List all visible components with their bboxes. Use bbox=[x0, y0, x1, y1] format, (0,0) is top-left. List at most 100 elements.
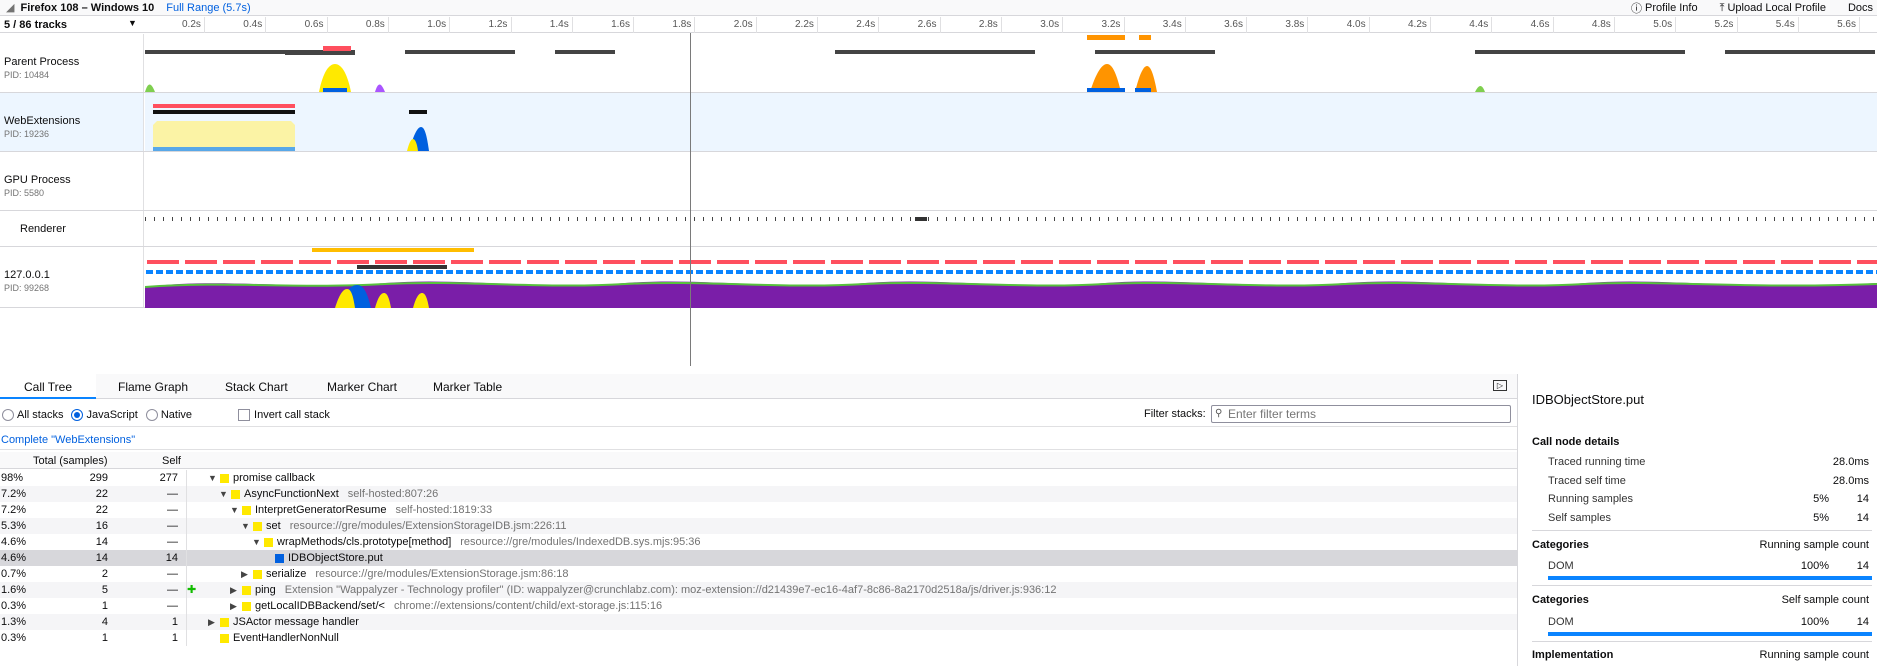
tick-label: 2.6s bbox=[917, 19, 937, 30]
track-label[interactable]: GPU Process PID: 5580 bbox=[0, 152, 144, 210]
activity-graph[interactable] bbox=[145, 93, 1877, 151]
collapsed-twisty-icon[interactable]: ▶ bbox=[230, 601, 237, 611]
function-cell[interactable]: ▼ promise callback bbox=[208, 470, 315, 486]
collapsed-twisty-icon[interactable]: ▶ bbox=[230, 585, 237, 595]
column-divider bbox=[186, 486, 187, 502]
call-tree[interactable]: 98% 299 277 ▼ promise callback 7.2% 22 — ▼ AsyncF… bbox=[0, 470, 1517, 646]
running-samples-value: 14 bbox=[1856, 493, 1869, 505]
radio-native[interactable]: Native bbox=[145, 408, 192, 421]
tab-marker-chart[interactable]: Marker Chart bbox=[327, 380, 398, 394]
tab-call-tree[interactable]: Call Tree bbox=[0, 374, 97, 399]
function-cell[interactable]: ▶ ping Extension "Wappalyzer - Technology … bbox=[230, 582, 1056, 598]
function-name: serialize bbox=[266, 568, 307, 580]
track-label[interactable]: 127.0.0.1 PID: 99268 bbox=[0, 247, 144, 307]
tree-row[interactable]: 7.2% 22 — ▼ AsyncFunctionNext self-hosted:807… bbox=[0, 486, 1517, 502]
upload-button[interactable]: ⤒ Upload Local Profile bbox=[1719, 1, 1826, 15]
sidebar-toggle-icon[interactable]: ▷ bbox=[1493, 380, 1507, 391]
tree-row[interactable]: 7.2% 22 — ▼ InterpretGeneratorResume self-hos… bbox=[0, 502, 1517, 518]
collapsed-twisty-icon[interactable]: ▶ bbox=[208, 617, 215, 627]
profile-name[interactable]: Firefox 108 – Windows 10 bbox=[20, 1, 155, 14]
activity-graph[interactable] bbox=[145, 34, 1877, 92]
tick-line bbox=[1736, 17, 1738, 33]
invert-call-stack-checkbox[interactable]: Invert call stack bbox=[238, 408, 330, 421]
activity-graph[interactable] bbox=[145, 211, 1877, 247]
tab-marker-table[interactable]: Marker Table bbox=[433, 380, 503, 394]
timeline-ruler: 5 / 86 tracks ▼ 0.2s 0.4s 0.6s 0.8s 1.0s 1.2s… bbox=[0, 17, 1877, 33]
function-cell[interactable]: ▶ JSActor message handler bbox=[208, 614, 359, 630]
function-cell[interactable]: ▶ getLocalIDBBackend/set/< chrome://extens… bbox=[230, 598, 662, 614]
tree-row[interactable]: 98% 299 277 ▼ promise callback bbox=[0, 470, 1517, 486]
tab-flame-graph[interactable]: Flame Graph bbox=[118, 380, 189, 394]
category-swatch bbox=[242, 585, 251, 595]
track-webextensions[interactable]: WebExtensions PID: 19236 bbox=[0, 93, 1877, 152]
tab-stack-chart[interactable]: Stack Chart bbox=[225, 380, 288, 394]
tree-row[interactable]: 4.6% 14 14 IDBObjectStore.put bbox=[0, 550, 1517, 566]
tree-row[interactable]: 1.6% 5 — ✚ ▶ ping Extension "Wappalyzer - Tech… bbox=[0, 582, 1517, 598]
track-label[interactable]: WebExtensions PID: 19236 bbox=[0, 93, 144, 151]
function-cell[interactable]: ▼ set resource://gre/modules/ExtensionStor… bbox=[241, 518, 566, 534]
breadcrumb[interactable]: Complete "WebExtensions" bbox=[0, 430, 1517, 450]
collapsed-twisty-icon[interactable]: ▶ bbox=[241, 569, 248, 579]
track-name: WebExtensions bbox=[4, 115, 81, 127]
tree-header: Total (samples) Self bbox=[0, 452, 1517, 469]
track-label[interactable]: Parent Process PID: 10484 bbox=[0, 34, 144, 92]
search-icon: ⚲ bbox=[1215, 408, 1223, 419]
column-divider bbox=[186, 534, 187, 550]
tree-row[interactable]: 0.3% 1 1 EventHandlerNonNull bbox=[0, 630, 1517, 646]
tree-row[interactable]: 1.3% 4 1 ▶ JSActor message handler bbox=[0, 614, 1517, 630]
tree-row[interactable]: 4.6% 14 — ▼ wrapMethods/cls.prototype[method… bbox=[0, 534, 1517, 550]
menu-icon[interactable]: ◢ bbox=[6, 2, 15, 14]
category-swatch bbox=[220, 617, 229, 627]
radio-circle[interactable] bbox=[145, 408, 158, 421]
total-percent: 0.3% bbox=[1, 632, 27, 644]
track-renderer[interactable]: Renderer bbox=[0, 211, 1877, 247]
expanded-twisty-icon[interactable]: ▼ bbox=[252, 537, 261, 547]
activity-graph[interactable] bbox=[145, 152, 1877, 210]
total-percent: 0.7% bbox=[1, 568, 27, 580]
track-gpu-process[interactable]: GPU Process PID: 5580 bbox=[0, 152, 1877, 211]
radio-javascript[interactable]: JavaScript bbox=[71, 408, 138, 421]
track-parent-process[interactable]: Parent Process PID: 10484 bbox=[0, 34, 1877, 93]
track-localhost[interactable]: 127.0.0.1 PID: 99268 bbox=[0, 247, 1877, 308]
expanded-twisty-icon[interactable]: ▼ bbox=[230, 505, 239, 515]
category-swatch bbox=[264, 537, 273, 547]
total-samples: 22 bbox=[95, 488, 108, 500]
tick-label: 1.4s bbox=[549, 19, 569, 30]
total-percent: 4.6% bbox=[1, 536, 27, 548]
docs-link[interactable]: Docs bbox=[1847, 2, 1873, 14]
function-cell[interactable]: ▼ AsyncFunctionNext self-hosted:807:26 bbox=[219, 486, 438, 502]
function-cell[interactable]: ▼ wrapMethods/cls.prototype[method] resour… bbox=[252, 534, 701, 550]
tick-line bbox=[1491, 17, 1493, 33]
implementation-heading: Implementation bbox=[1532, 649, 1614, 661]
self-column-header: Self bbox=[162, 455, 181, 467]
radio-circle[interactable] bbox=[71, 408, 84, 421]
caret-down-icon[interactable]: ▼ bbox=[128, 18, 137, 28]
tree-row[interactable]: 0.7% 2 — ▶ serialize resource://gre/modules/E… bbox=[0, 566, 1517, 582]
expanded-twisty-icon[interactable]: ▼ bbox=[241, 521, 250, 531]
self-samples: — bbox=[167, 488, 178, 500]
category-dom-bar bbox=[1548, 632, 1872, 636]
expanded-twisty-icon[interactable]: ▼ bbox=[219, 489, 228, 499]
filter-stacks-input[interactable] bbox=[1211, 405, 1511, 423]
total-percent: 0.3% bbox=[1, 600, 27, 612]
tracks-count-button[interactable]: 5 / 86 tracks bbox=[4, 19, 67, 31]
function-cell[interactable]: IDBObjectStore.put bbox=[263, 550, 383, 566]
checkbox-box[interactable] bbox=[238, 408, 251, 421]
localhost-activity-svg bbox=[144, 247, 1877, 308]
activity-graph[interactable] bbox=[144, 247, 1877, 308]
tree-row[interactable]: 5.3% 16 — ▼ set resource://gre/modules/Extens… bbox=[0, 518, 1517, 534]
full-range-breadcrumb[interactable]: Full Range (5.7s) bbox=[166, 1, 251, 14]
track-label[interactable]: Renderer bbox=[0, 211, 144, 246]
radio-circle[interactable] bbox=[2, 408, 14, 421]
expanded-twisty-icon[interactable]: ▼ bbox=[208, 473, 217, 483]
function-cell[interactable]: EventHandlerNonNull bbox=[208, 630, 339, 646]
total-samples: 4 bbox=[101, 616, 108, 628]
function-cell[interactable]: ▶ serialize resource://gre/modules/Extensi… bbox=[241, 566, 569, 582]
profile-info-button[interactable]: ⓘ Profile Info bbox=[1631, 2, 1698, 15]
radio-all-stacks[interactable]: All stacks bbox=[2, 408, 63, 421]
tree-row[interactable]: 0.3% 1 — ▶ getLocalIDBBackend/set/< chrome://… bbox=[0, 598, 1517, 614]
function-cell[interactable]: ▼ InterpretGeneratorResume self-hosted:181… bbox=[230, 502, 492, 518]
column-divider bbox=[186, 550, 187, 566]
column-divider bbox=[186, 614, 187, 630]
total-column-header: Total (samples) bbox=[33, 455, 108, 467]
